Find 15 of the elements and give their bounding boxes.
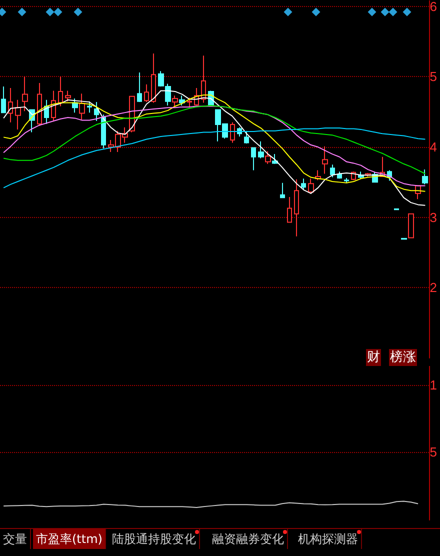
- text: 融资融券变化: [209, 529, 288, 549]
- text: 市盈率(ttm): [33, 529, 106, 549]
- y-tick-label: 5: [430, 69, 438, 84]
- annotation: 榜: [389, 349, 404, 366]
- annotation: 财: [366, 349, 381, 366]
- text: 交量: [0, 529, 31, 549]
- text: 陆股通持股变化: [109, 529, 200, 549]
- y-tick-label: 1: [430, 378, 438, 393]
- y-tick-label: 2: [430, 280, 438, 296]
- y-tick-label: 6: [430, 0, 438, 14]
- y-tick-label: 4: [430, 140, 438, 155]
- annotation: 涨: [402, 349, 417, 366]
- y-tick-label: 3: [430, 210, 438, 225]
- y-tick-label: 5: [430, 444, 438, 460]
- text: 机构探测器: [295, 529, 362, 549]
